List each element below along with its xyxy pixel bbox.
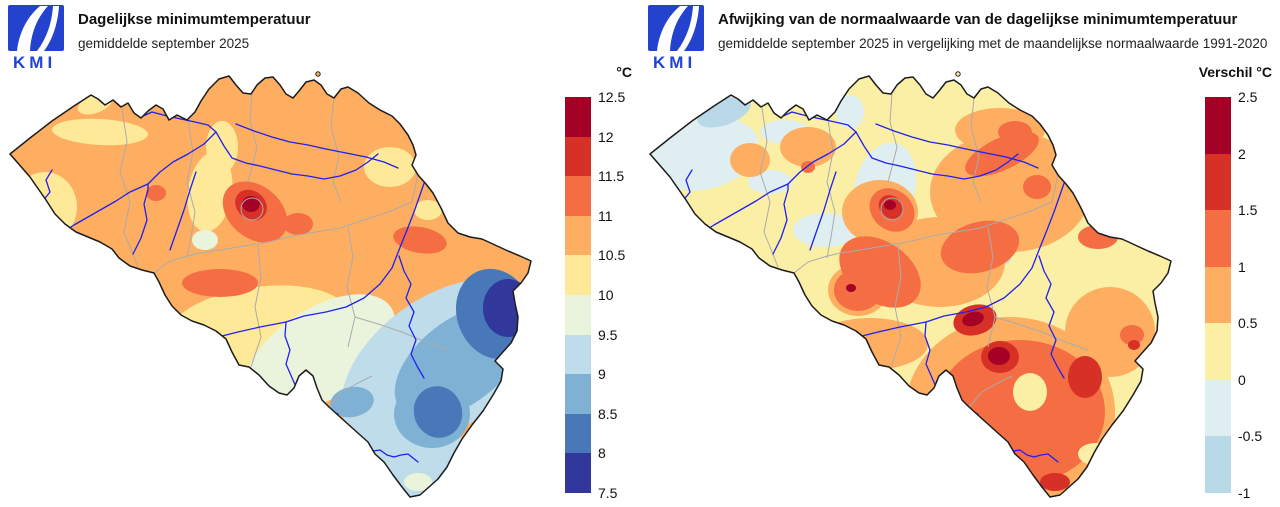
- legend-band: [565, 413, 591, 454]
- legend-tick-label: 11.5: [598, 168, 625, 185]
- legend-band: [565, 294, 591, 335]
- belgium-map-minimum-temperature: [9, 71, 532, 498]
- legend-band: [1205, 210, 1231, 267]
- legend-band: [1205, 153, 1231, 211]
- legend-tick-label: 10: [598, 287, 614, 303]
- page-subtitle: gemiddelde september 2025 in vergelijkin…: [718, 36, 1268, 51]
- temperature-legend: °C 12.5 12 11.5 11 10.5 10 9.5 9 8.5 8 7.5: [565, 64, 640, 501]
- legend-tick-label: 1: [1238, 258, 1246, 275]
- legend-band: [565, 176, 591, 216]
- legend-tick-labels: 12.5 12 11.5 11 10.5 10 9.5 9 8.5 8 7.5: [598, 89, 640, 501]
- legend-tick-label: 0: [1238, 371, 1246, 388]
- legend-band: [1205, 97, 1231, 154]
- legend-band: [565, 453, 591, 493]
- legend-tick-label: 9.5: [598, 326, 618, 343]
- legend-tick-label: 0.5: [1238, 315, 1258, 332]
- legend-tick-label: 9: [598, 366, 606, 383]
- enclave-dot: [315, 71, 321, 77]
- legend-unit-label: °C: [616, 64, 632, 80]
- legend-tick-label: 7.5: [598, 485, 618, 501]
- legend-band: [565, 136, 591, 177]
- enclave-dot: [955, 71, 961, 77]
- legend-band: [565, 215, 591, 256]
- legend-tick-label: 8: [598, 445, 606, 462]
- legend-tick-label: 12.5: [598, 89, 626, 105]
- legend-band: [565, 255, 591, 295]
- anomaly-legend: Verschil °C 2.5 2 1.5 1 0.5 0 -0.5 -1: [1199, 64, 1280, 501]
- kmi-logo-mark: [8, 5, 64, 51]
- legend-band: [1205, 436, 1231, 493]
- kmi-logo: KMI: [8, 5, 70, 71]
- page-title: Dagelijkse minimumtemperatuur: [78, 11, 311, 28]
- belgium-map-temperature-anomaly: [649, 71, 1172, 498]
- legend-tick-label: -0.5: [1238, 428, 1263, 445]
- kmi-logo: KMI: [648, 5, 710, 71]
- legend-tick-label: 8.5: [598, 405, 618, 422]
- kmi-logo-mark: [648, 5, 704, 51]
- legend-band: [1205, 379, 1231, 437]
- anomaly-regions: [651, 93, 1155, 497]
- kmi-logo-text: KMI: [13, 53, 57, 72]
- legend-color-bar: [565, 97, 591, 493]
- panel-temperature-anomaly: KMI Afwijking van de normaalwaarde van d…: [640, 0, 1280, 507]
- legend-tick-label: 12: [598, 128, 614, 145]
- kmi-logo-text: KMI: [653, 53, 697, 72]
- page-title: Afwijking van de normaalwaarde van de da…: [718, 11, 1238, 28]
- legend-tick-label: 2: [1238, 145, 1246, 162]
- legend-band: [1205, 323, 1231, 380]
- legend-band: [1205, 266, 1231, 324]
- legend-tick-label: -1: [1238, 485, 1251, 501]
- legend-tick-labels: 2.5 2 1.5 1 0.5 0 -0.5 -1: [1238, 89, 1280, 501]
- legend-band: [565, 334, 591, 375]
- legend-unit-label: Verschil °C: [1198, 64, 1272, 80]
- legend-band: [565, 97, 591, 137]
- page-subtitle: gemiddelde september 2025: [78, 36, 250, 51]
- panel-minimum-temperature: KMI Dagelijkse minimumtemperatuur gemidd…: [8, 5, 640, 501]
- legend-tick-label: 10.5: [598, 247, 626, 264]
- legend-tick-label: 2.5: [1238, 89, 1258, 105]
- legend-color-bar: [1205, 97, 1231, 493]
- legend-tick-label: 1.5: [1238, 202, 1258, 219]
- legend-band: [565, 374, 591, 414]
- legend-tick-label: 11: [598, 207, 613, 224]
